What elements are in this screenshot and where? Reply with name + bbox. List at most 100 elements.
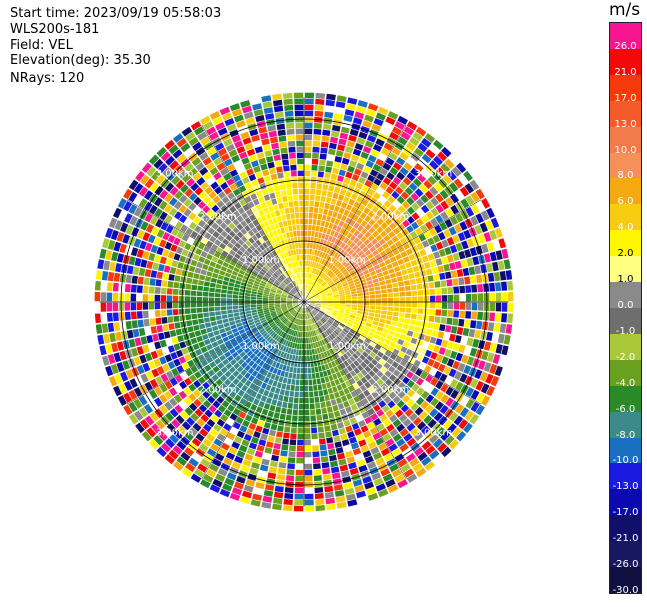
velocity-bin xyxy=(315,402,321,409)
velocity-bin xyxy=(396,171,406,181)
velocity-bin xyxy=(148,286,155,294)
velocity-bin xyxy=(208,248,216,256)
velocity-bin xyxy=(395,327,402,333)
velocity-bin xyxy=(236,249,244,256)
velocity-bin xyxy=(357,364,364,372)
velocity-bin xyxy=(229,413,238,421)
velocity-bin xyxy=(233,312,240,317)
velocity-bin xyxy=(499,271,507,281)
velocity-bin xyxy=(302,313,304,320)
velocity-bin xyxy=(339,305,346,309)
velocity-bin xyxy=(319,340,324,347)
velocity-bin xyxy=(325,322,331,327)
velocity-bin xyxy=(274,348,280,355)
velocity-bin xyxy=(255,406,263,414)
velocity-bin xyxy=(279,413,286,420)
velocity-bin xyxy=(335,101,346,109)
velocity-bin xyxy=(295,349,299,356)
velocity-bin xyxy=(380,468,391,477)
velocity-bin xyxy=(250,299,257,302)
velocity-bin xyxy=(327,387,334,394)
colorbar-tick-label: 1.0 xyxy=(617,274,634,286)
velocity-bin xyxy=(308,286,312,292)
velocity-bin xyxy=(263,175,271,182)
velocity-bin xyxy=(188,202,197,211)
velocity-bin xyxy=(295,212,300,219)
velocity-bin xyxy=(324,286,330,290)
velocity-bin xyxy=(227,404,235,412)
velocity-bin xyxy=(441,302,448,309)
velocity-bin xyxy=(347,211,355,219)
velocity-bin xyxy=(353,360,360,367)
velocity-bin xyxy=(455,242,463,252)
velocity-bin xyxy=(265,397,273,404)
velocity-bin xyxy=(421,255,429,263)
velocity-bin xyxy=(305,313,307,320)
velocity-bin xyxy=(356,310,363,315)
velocity-bin xyxy=(464,183,475,194)
velocity-bin xyxy=(340,215,347,222)
velocity-bin xyxy=(429,367,437,377)
velocity-bin xyxy=(282,196,288,203)
velocity-bin xyxy=(331,347,337,354)
colorbar-tick-label: -8.0 xyxy=(615,429,636,441)
velocity-bin xyxy=(219,428,229,437)
velocity-bin xyxy=(281,325,287,331)
colorbar-tick-label: -21.0 xyxy=(612,533,639,545)
velocity-bin xyxy=(280,246,285,253)
velocity-bin xyxy=(307,292,311,298)
velocity-bin xyxy=(293,194,299,201)
velocity-bin xyxy=(184,431,194,441)
velocity-bin xyxy=(123,188,133,200)
velocity-bin xyxy=(286,321,291,327)
velocity-bin xyxy=(297,313,300,319)
velocity-bin xyxy=(353,254,360,261)
velocity-bin xyxy=(411,202,420,211)
velocity-bin xyxy=(200,136,211,146)
velocity-bin xyxy=(306,248,310,255)
velocity-bin xyxy=(309,397,315,404)
velocity-bin xyxy=(235,263,242,270)
velocity-bin xyxy=(220,414,229,422)
velocity-bin xyxy=(235,319,242,324)
velocity-bin xyxy=(214,293,221,298)
velocity-bin xyxy=(413,147,424,157)
velocity-bin xyxy=(305,291,308,297)
velocity-bin xyxy=(459,221,468,231)
velocity-bin xyxy=(236,223,244,231)
velocity-bin xyxy=(391,468,402,478)
velocity-bin xyxy=(268,300,274,302)
velocity-bin xyxy=(474,369,483,380)
velocity-bin xyxy=(319,327,324,333)
velocity-bin xyxy=(269,366,275,373)
velocity-bin xyxy=(288,201,294,208)
velocity-bin xyxy=(412,417,422,426)
velocity-bin xyxy=(330,265,336,271)
velocity-bin xyxy=(318,287,323,292)
velocity-bin xyxy=(249,382,256,390)
velocity-bin xyxy=(368,287,375,292)
velocity-bin xyxy=(256,444,265,452)
velocity-bin xyxy=(371,324,378,330)
velocity-bin xyxy=(292,300,298,302)
velocity-bin xyxy=(349,355,356,362)
velocity-bin xyxy=(248,422,257,431)
velocity-bin xyxy=(338,325,344,330)
velocity-bin xyxy=(285,313,291,318)
velocity-bin xyxy=(376,409,385,417)
velocity-bin xyxy=(433,345,441,353)
velocity-bin xyxy=(184,406,194,416)
velocity-bin xyxy=(186,178,196,187)
velocity-bin xyxy=(269,294,275,298)
velocity-bin xyxy=(396,276,404,282)
velocity-bin xyxy=(224,226,232,234)
velocity-bin xyxy=(113,272,121,282)
velocity-bin xyxy=(304,194,310,201)
velocity-bin xyxy=(217,362,225,370)
velocity-bin xyxy=(296,331,300,337)
velocity-bin xyxy=(319,251,323,258)
velocity-bin xyxy=(293,311,297,316)
velocity-bin xyxy=(330,367,336,375)
velocity-bin xyxy=(251,346,258,353)
velocity-bin xyxy=(357,232,364,240)
